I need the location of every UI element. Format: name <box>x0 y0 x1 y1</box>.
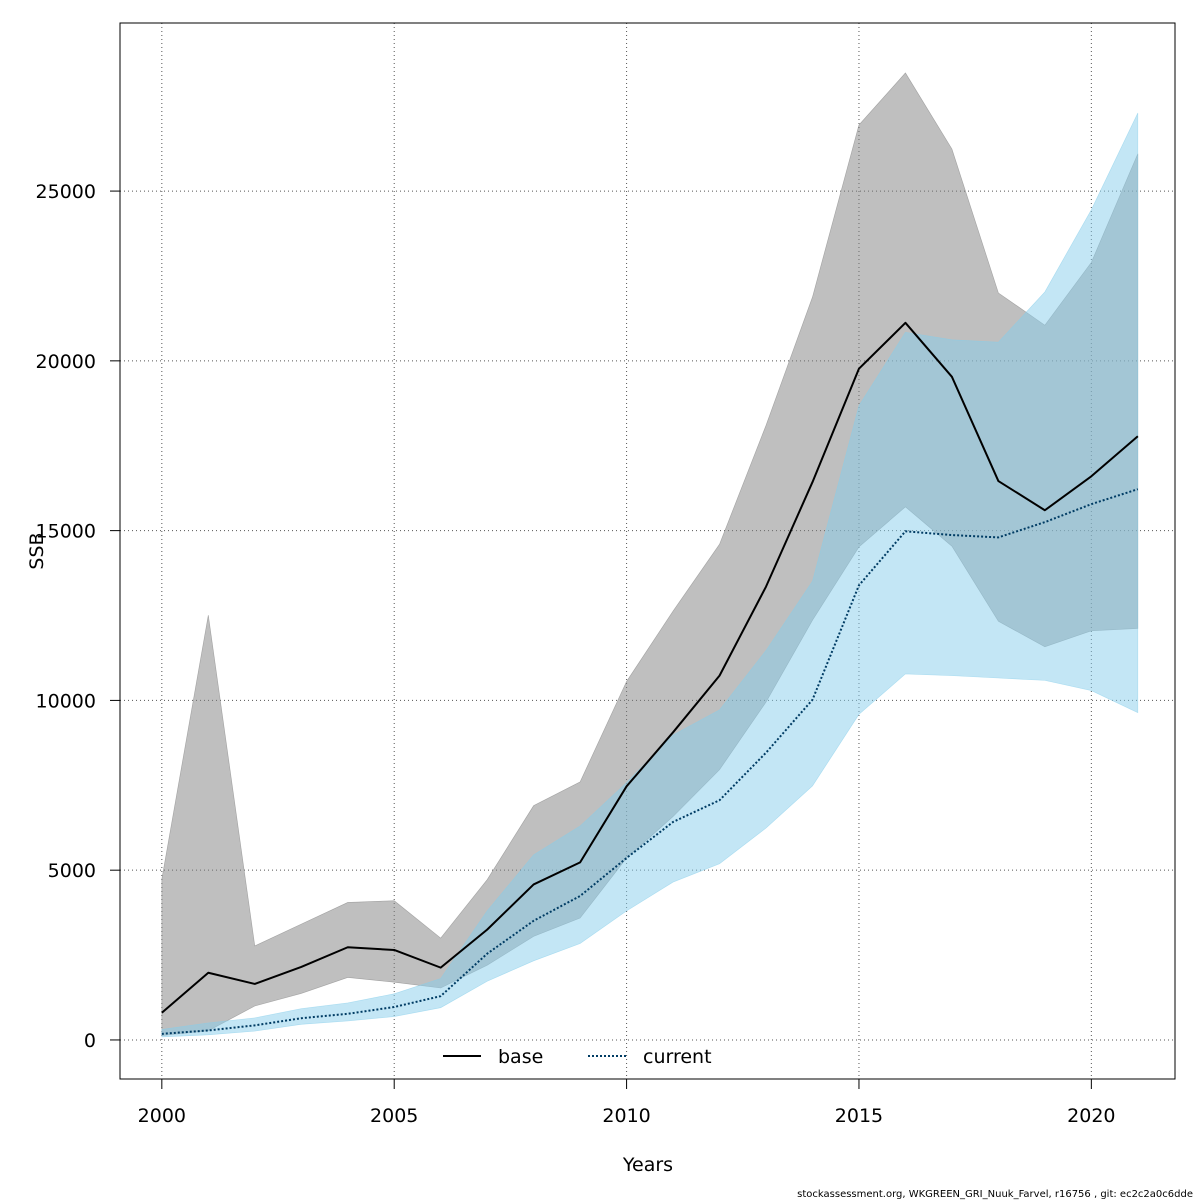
y-tick-label-15000: 15000 <box>36 521 96 543</box>
confidence-band-current <box>161 112 1139 1038</box>
confidence-bands <box>161 72 1139 1038</box>
y-axis: 0 5000 10000 15000 20000 25000 <box>36 181 120 1052</box>
footer-credit: stockassessment.org, WKGREEN_GRI_Nuuk_Fa… <box>797 1189 1193 1200</box>
x-tick-label-2005: 2005 <box>370 1105 418 1127</box>
legend: base current <box>443 1046 712 1068</box>
legend-label-current: current <box>643 1046 712 1068</box>
x-axis: 2000 2005 2010 2015 2020 <box>138 1079 1116 1127</box>
x-tick-label-2020: 2020 <box>1067 1105 1115 1127</box>
series-lines <box>161 321 1139 1035</box>
y-tick-label-5000: 5000 <box>48 860 96 882</box>
y-tick-label-25000: 25000 <box>36 181 96 203</box>
legend-label-base: base <box>498 1046 543 1068</box>
y-tick-label-0: 0 <box>84 1030 96 1052</box>
y-tick-label-20000: 20000 <box>36 351 96 373</box>
x-tick-label-2000: 2000 <box>138 1105 186 1127</box>
x-tick-label-2010: 2010 <box>602 1105 650 1127</box>
x-axis-title: Years <box>622 1154 673 1176</box>
series-line-base <box>161 321 1139 1014</box>
y-axis-title: SSB <box>26 532 48 569</box>
y-tick-label-10000: 10000 <box>36 690 96 712</box>
x-tick-label-2015: 2015 <box>835 1105 883 1127</box>
plot-frame <box>119 22 1176 1080</box>
